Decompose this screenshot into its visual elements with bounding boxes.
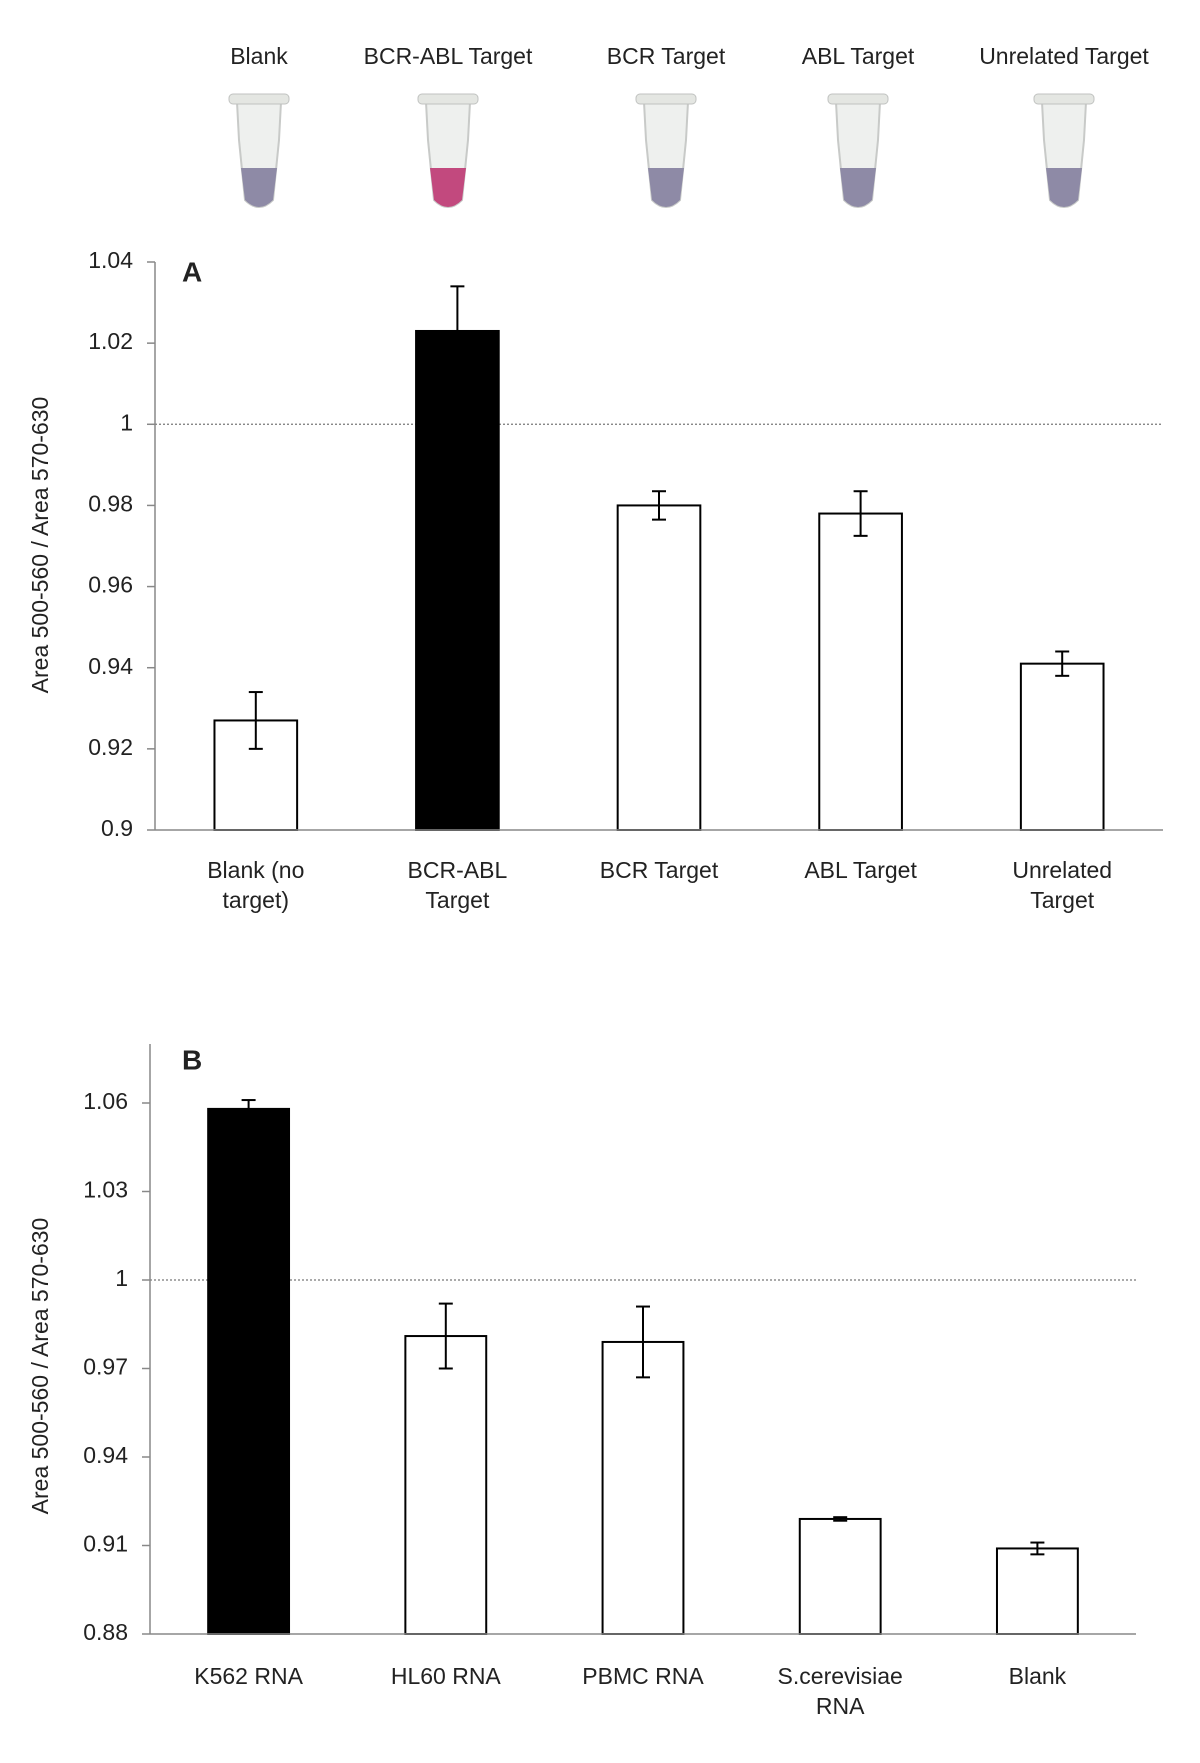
bar [207,1107,291,1635]
x-tick-label: ABL Target [804,857,917,883]
bar [1019,662,1105,832]
x-tick-label: BCR-ABL Target [408,857,508,913]
tube-cap [417,93,479,105]
tube [827,93,889,208]
x-tick-label: Unrelated Target [1012,857,1112,913]
x-tick-label: Blank [1009,1663,1067,1689]
tube-label: ABL Target [802,43,915,69]
tube [635,93,697,208]
y-tick-label: 1 [120,409,133,435]
tube-cap [635,93,697,105]
x-tick-label: HL60 RNA [391,1663,502,1689]
tube [1033,93,1095,208]
y-tick-label: 1 [115,1265,128,1291]
tube [228,93,290,208]
y-tick-label: 1.04 [88,247,133,273]
tube-cap [228,93,290,105]
y-axis-label: Area 500-560 / Area 570-630 [27,397,53,694]
tube-cap [827,93,889,105]
y-tick-label: 1.06 [83,1088,128,1114]
x-tick-label: S.cerevisiae RNA [778,1663,903,1719]
tube-label: Blank [230,43,288,69]
tube-liquid [430,168,466,207]
x-tick-label: BCR Target [600,857,719,883]
x-tick-label: PBMC RNA [582,1663,704,1689]
tube-label: Unrelated Target [979,43,1149,69]
y-tick-label: 0.98 [88,491,133,517]
tube-liquid [648,168,684,207]
y-tick-label: 0.9 [101,815,133,841]
tube-liquid [241,168,277,207]
panel-label: A [182,256,202,287]
y-tick-label: 0.94 [88,653,133,679]
y-tick-label: 0.88 [83,1619,128,1645]
y-tick-label: 1.03 [83,1177,128,1203]
bar [818,512,903,831]
bar [404,1335,488,1636]
y-tick-label: 0.97 [83,1354,128,1380]
tube-cap [1033,93,1095,105]
tube-label: BCR Target [607,43,726,69]
tube-liquid [1046,168,1082,207]
y-tick-label: 0.94 [83,1442,128,1468]
x-tick-label: K562 RNA [194,1663,303,1689]
tube-label: BCR-ABL Target [364,43,533,69]
y-tick-label: 0.91 [83,1531,128,1557]
tube [417,93,479,208]
bar [616,504,702,831]
x-tick-label: Blank (no target) [207,857,304,913]
bar [798,1517,882,1635]
tube-liquid [840,168,876,207]
y-tick-label: 0.96 [88,572,133,598]
bar [415,329,500,831]
panel-label: B [182,1044,202,1075]
bar [601,1340,685,1635]
y-axis-label: Area 500-560 / Area 570-630 [27,1218,53,1515]
y-tick-label: 0.92 [88,734,133,760]
y-tick-label: 1.02 [88,328,133,354]
bar [995,1547,1079,1635]
